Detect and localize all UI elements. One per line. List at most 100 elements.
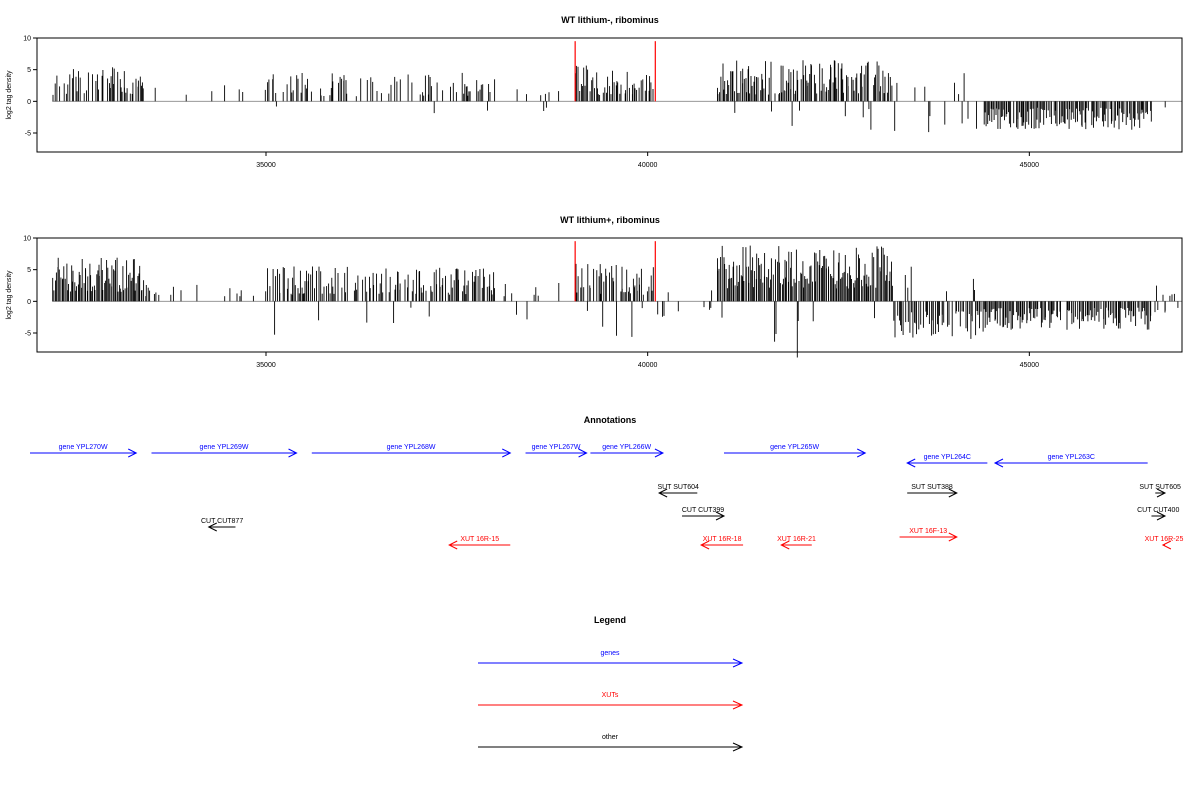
feature-label: gene YPL268W — [387, 444, 436, 451]
feature-label: gene YPL264C — [924, 454, 971, 461]
density-panel-lithium-minus: WT lithium-, ribominus log2 tag density … — [6, 15, 1183, 169]
y-axis-label: log2 tag density — [6, 70, 13, 120]
annotation-feature: gene YPL270W — [30, 444, 138, 458]
y-axis-label: log2 tag density — [6, 270, 13, 320]
legend-item: genes — [478, 650, 744, 668]
y-tick-label: 10 — [23, 36, 31, 43]
legend-arrowhead — [732, 700, 744, 710]
annotation-feature: CUT CUT399 — [682, 507, 726, 521]
feature-label: gene YPL265W — [770, 444, 819, 451]
x-tick-label: 35000 — [256, 162, 276, 169]
feature-label: XUT 16R-21 — [777, 536, 816, 543]
annotation-feature: SUT SUT388 — [907, 484, 958, 498]
y-axis: -5 0 5 10 — [23, 36, 37, 138]
x-tick-label: 40000 — [638, 162, 658, 169]
legend-item: other — [478, 734, 744, 752]
region-markers — [574, 41, 656, 102]
feature-arrowhead — [657, 488, 668, 498]
x-tick-label: 45000 — [1020, 162, 1040, 169]
annotation-features: gene YPL270W gene YPL269W gene YPL268W gene… — [30, 444, 1184, 550]
legend: Legend genes XUTs other — [478, 615, 744, 752]
annotation-feature: XUT 16R-18 — [699, 536, 744, 550]
feature-arrowhead — [948, 488, 958, 498]
feature-label: CUT CUT400 — [1137, 507, 1179, 514]
feature-arrowhead — [448, 540, 458, 550]
annotation-feature: gene YPL264C — [906, 454, 988, 468]
feature-label: XUT 16R-15 — [460, 536, 499, 543]
feature-arrowhead — [780, 540, 790, 550]
annotations-title: Annotations — [584, 415, 637, 425]
x-tick-label: 35000 — [256, 362, 276, 369]
feature-label: gene YPL263C — [1048, 454, 1095, 461]
panel-title: WT lithium+, ribominus — [560, 215, 660, 225]
legend-items: genes XUTs other — [478, 650, 744, 752]
legend-label: genes — [600, 650, 620, 657]
annotation-track: Annotations gene YPL270W gene YPL269W gene… — [30, 415, 1184, 550]
annotation-feature: gene YPL266W — [590, 444, 665, 458]
legend-label: other — [602, 734, 619, 741]
legend-label: XUTs — [602, 692, 619, 699]
annotation-feature: gene YPL267W — [525, 444, 588, 458]
density-panel-lithium-plus: WT lithium+, ribominus log2 tag density … — [6, 215, 1183, 369]
y-tick-label: 0 — [27, 299, 31, 306]
feature-arrowhead — [207, 522, 217, 532]
annotation-feature: CUT CUT400 — [1137, 507, 1179, 521]
feature-label: SUT SUT388 — [911, 484, 953, 491]
panel-title: WT lithium-, ribominus — [561, 15, 659, 25]
feature-arrowhead — [699, 540, 710, 550]
annotation-feature: gene YPL263C — [993, 454, 1148, 468]
legend-arrowhead — [732, 742, 744, 752]
annotation-feature: SUT SUT604 — [657, 484, 699, 498]
annotation-feature: XUT 16R-15 — [448, 536, 511, 550]
feature-arrowhead — [1156, 511, 1167, 521]
feature-label: CUT CUT399 — [682, 507, 724, 514]
x-tick-label: 40000 — [638, 362, 658, 369]
feature-label: CUT CUT877 — [201, 518, 243, 525]
feature-arrowhead — [128, 448, 138, 458]
y-tick-label: 10 — [23, 236, 31, 243]
annotation-feature: XUT 16R-21 — [777, 536, 816, 550]
legend-item: XUTs — [478, 692, 744, 710]
legend-title: Legend — [594, 615, 626, 625]
plot-frame — [36, 237, 1183, 353]
feature-label: gene YPL270W — [59, 444, 108, 451]
feature-arrowhead — [715, 511, 726, 521]
annotation-feature: SUT SUT605 — [1139, 484, 1181, 498]
annotation-feature: gene YPL265W — [724, 444, 867, 458]
annotation-feature: XUT 16F-13 — [899, 528, 958, 542]
feature-arrowhead — [502, 448, 512, 458]
y-tick-label: -5 — [25, 331, 31, 338]
region-markers — [574, 241, 656, 302]
feature-arrowhead — [654, 448, 665, 458]
legend-arrowhead — [732, 658, 744, 668]
feature-arrowhead — [578, 448, 588, 458]
feature-arrowhead — [288, 448, 298, 458]
feature-label: XUT 16F-13 — [909, 528, 947, 535]
feature-label: XUT 16R-25 — [1145, 536, 1184, 543]
y-tick-label: 0 — [27, 99, 31, 106]
feature-label: gene YPL267W — [532, 444, 581, 451]
x-axis: 35000 40000 45000 — [256, 152, 1039, 169]
feature-arrowhead — [856, 448, 867, 458]
density-bars — [52, 245, 1179, 358]
annotation-feature: CUT CUT877 — [201, 518, 243, 532]
annotation-feature: gene YPL268W — [311, 444, 512, 458]
annotation-feature: XUT 16R-25 — [1145, 536, 1184, 550]
y-tick-label: -5 — [25, 131, 31, 138]
feature-arrowhead — [948, 532, 958, 542]
plot-frame — [36, 37, 1183, 153]
feature-label: SUT SUT605 — [1139, 484, 1181, 491]
feature-label: gene YPL266W — [602, 444, 651, 451]
feature-label: SUT SUT604 — [657, 484, 699, 491]
feature-arrowhead — [1156, 488, 1167, 498]
feature-arrowhead — [906, 458, 916, 468]
feature-label: gene YPL269W — [200, 444, 249, 451]
x-tick-label: 45000 — [1020, 362, 1040, 369]
density-bars — [52, 60, 1166, 133]
feature-arrowhead — [993, 458, 1004, 468]
y-tick-label: 5 — [27, 67, 31, 74]
y-tick-label: 5 — [27, 267, 31, 274]
y-axis: -5 0 5 10 — [23, 236, 37, 338]
x-axis: 35000 40000 45000 — [256, 352, 1039, 369]
